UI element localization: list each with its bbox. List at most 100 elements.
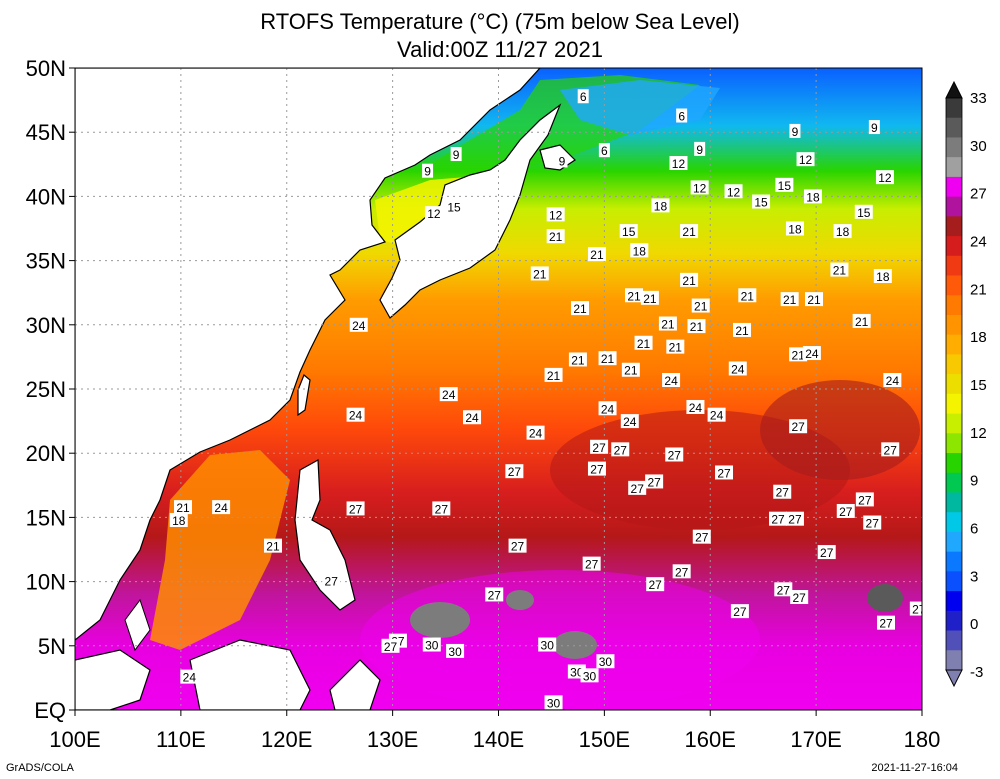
contour-label-text: 27	[488, 588, 502, 602]
contour-label-box	[690, 180, 709, 195]
contour-label-text: 27	[649, 578, 663, 592]
contour-label-text: 24	[529, 427, 543, 441]
contour-label-box	[598, 401, 617, 416]
software-credit: GrADS/COLA	[6, 762, 74, 774]
contour-label-text: 24	[805, 347, 819, 361]
y-tick-label: 25N	[26, 377, 66, 402]
contour-label-box	[439, 387, 458, 402]
contour-label-box	[526, 425, 545, 440]
contour-label-text: 21	[855, 315, 869, 329]
contour-label-box	[538, 637, 557, 652]
colorbar-label: 6	[970, 521, 978, 538]
contour-label-text: 24	[352, 319, 366, 333]
south-china-sea-cool-basin	[150, 450, 290, 650]
contour-label-box	[676, 108, 688, 123]
contour-label-box	[691, 298, 710, 313]
contour-label: 24	[802, 346, 821, 361]
contour-label: 15	[775, 177, 794, 193]
colorbar-swatch	[946, 157, 962, 178]
contour-label-text: 18	[788, 223, 802, 237]
contour-label: 12	[875, 170, 894, 185]
malay-peninsula	[75, 649, 151, 710]
contour-label-text: 27	[791, 420, 805, 434]
contour-label: 27	[692, 529, 711, 545]
contour-label: 24	[212, 500, 231, 515]
contour-label-box	[546, 207, 565, 222]
taiwan	[297, 374, 311, 417]
contour-label: 27	[381, 638, 400, 654]
colorbar-swatch	[946, 453, 962, 474]
contour-label: 27	[877, 615, 896, 631]
x-tick-label: 120E	[261, 727, 312, 752]
contour-label-box	[620, 414, 639, 429]
contour-label-text: 27	[771, 513, 785, 527]
contour-label: 27	[628, 480, 647, 496]
contour-label-box	[868, 120, 880, 135]
contour-label-box	[645, 474, 664, 489]
map-valid-time: Valid:00Z 11/27 2021	[397, 37, 603, 62]
contour-label-box	[432, 501, 451, 516]
contour-label-box	[662, 373, 681, 388]
contour-label-text: 24	[465, 411, 479, 425]
contour-label: 27	[646, 577, 665, 592]
contour-label-box	[628, 480, 647, 495]
colorbar-swatch	[946, 551, 962, 572]
contour-label-text: 21	[807, 293, 821, 307]
hot-spot-patch	[553, 631, 597, 659]
contour-label: 21	[263, 538, 282, 554]
y-tick-label: EQ	[34, 698, 66, 723]
contour-label-box	[544, 695, 563, 710]
contour-label: 27	[645, 474, 664, 489]
contour-label-box	[881, 442, 900, 457]
contour-label: 15	[619, 224, 638, 239]
contour-label-text: 21	[266, 540, 280, 554]
contour-label: 12	[546, 207, 565, 222]
x-tick-label: 140E	[473, 727, 524, 752]
contour-label-text: 21	[571, 353, 585, 367]
hainan	[124, 598, 151, 652]
contour-label-box	[752, 194, 771, 209]
contour-label-text: 18	[654, 199, 668, 213]
contour-label-text: 12	[727, 185, 741, 199]
contour-label-text: 27	[733, 605, 747, 619]
contour-label: 27	[881, 442, 900, 457]
contour-label-box	[852, 313, 871, 328]
colorbar-label: 9	[970, 473, 978, 490]
contour-label-text: 21	[637, 337, 651, 351]
y-tick-label: 45N	[26, 120, 66, 145]
contour-label-text: 24	[183, 671, 197, 685]
hot-spot-patch	[506, 590, 534, 610]
contour-label-box	[830, 262, 849, 277]
contour-label: 27	[665, 447, 684, 462]
contour-label: 21	[530, 266, 549, 281]
contour-label-box	[658, 316, 677, 331]
contour-label: 18	[630, 243, 649, 258]
warm-pool-patch	[760, 380, 920, 480]
contour-label-box	[873, 269, 892, 284]
contour-label: 21	[625, 288, 644, 303]
contour-label-text: 27	[668, 448, 682, 462]
contour-label-text: 27	[647, 475, 661, 489]
contour-label-text: 21	[549, 230, 563, 244]
colorbar-label: 33	[970, 90, 987, 107]
contour-label-text: 30	[599, 655, 613, 669]
hot-spot-patch	[867, 584, 903, 612]
contour-label-box	[611, 442, 630, 457]
contour-label-box	[450, 147, 462, 162]
contour-label-text: 27	[695, 531, 709, 545]
contour-label: 12	[690, 180, 709, 195]
contour-label: 27	[582, 556, 601, 572]
contour-label-box	[789, 419, 808, 434]
contour-label: 9	[450, 147, 462, 162]
contour-label-text: 27	[858, 493, 872, 507]
contour-label-box	[346, 501, 365, 516]
contour-label-box	[505, 464, 524, 479]
x-tick-label: 170E	[790, 727, 841, 752]
colorbar-swatch	[946, 117, 962, 138]
contour-label: 30	[544, 695, 563, 710]
contour-label: 21	[691, 298, 710, 314]
contour-label: 27	[836, 503, 855, 519]
contour-label-text: 21	[690, 320, 704, 334]
contour-label: 21	[658, 316, 677, 332]
